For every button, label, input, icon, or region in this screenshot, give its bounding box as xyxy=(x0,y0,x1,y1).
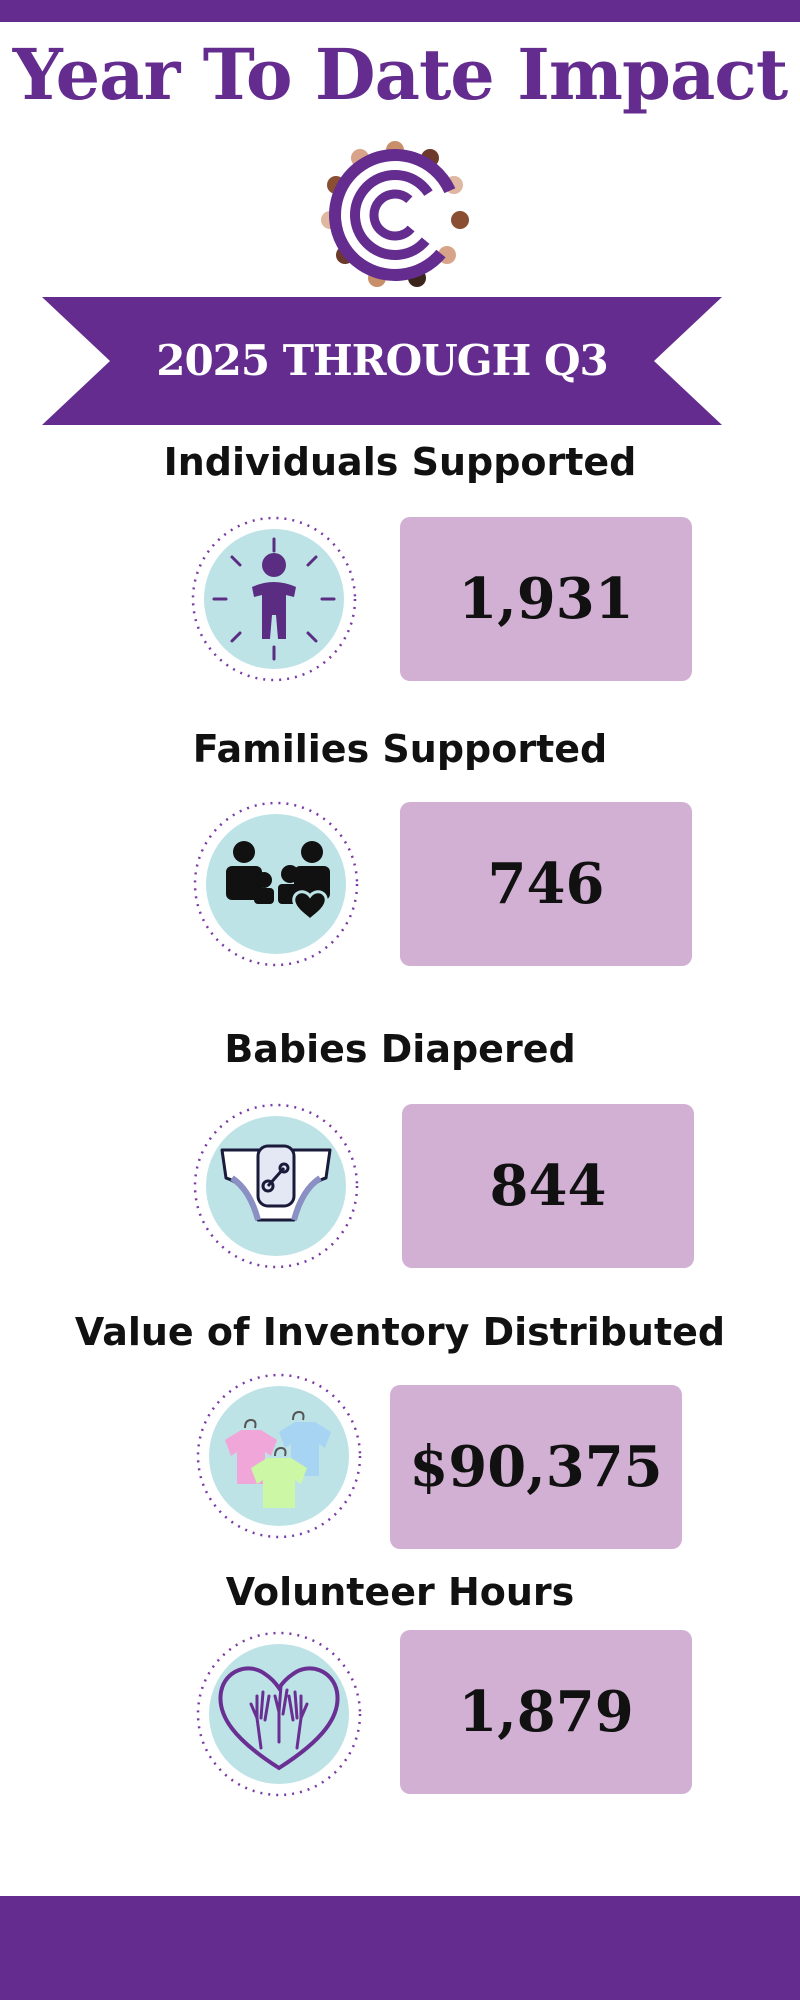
stat-value-families: 746 xyxy=(400,802,692,966)
logo-icon xyxy=(321,141,469,287)
family-icon xyxy=(193,801,359,967)
stat-label-inventory: Value of Inventory Distributed xyxy=(74,1310,726,1354)
stat-value-volunteer: 1,879 xyxy=(400,1630,692,1794)
volunteer-hands-icon xyxy=(196,1631,362,1797)
stat-label-volunteer: Volunteer Hours xyxy=(225,1570,575,1614)
bottom-bar xyxy=(0,1896,800,2000)
banner-ribbon xyxy=(42,297,722,425)
stat-label-individuals: Individuals Supported xyxy=(163,440,637,484)
stat-value-babies: 844 xyxy=(402,1104,694,1268)
page-title: Year To Date Impact xyxy=(12,33,789,116)
clothing-icon xyxy=(196,1373,362,1539)
banner-text: 2025 THROUGH Q3 xyxy=(156,336,609,385)
diaper-icon xyxy=(193,1103,359,1269)
stat-label-babies: Babies Diapered xyxy=(224,1027,576,1071)
top-bar xyxy=(0,0,800,22)
stat-label-families: Families Supported xyxy=(192,727,608,771)
person-icon xyxy=(191,516,357,682)
stat-value-individuals: 1,931 xyxy=(400,517,692,681)
stat-value-inventory: $90,375 xyxy=(390,1385,682,1549)
